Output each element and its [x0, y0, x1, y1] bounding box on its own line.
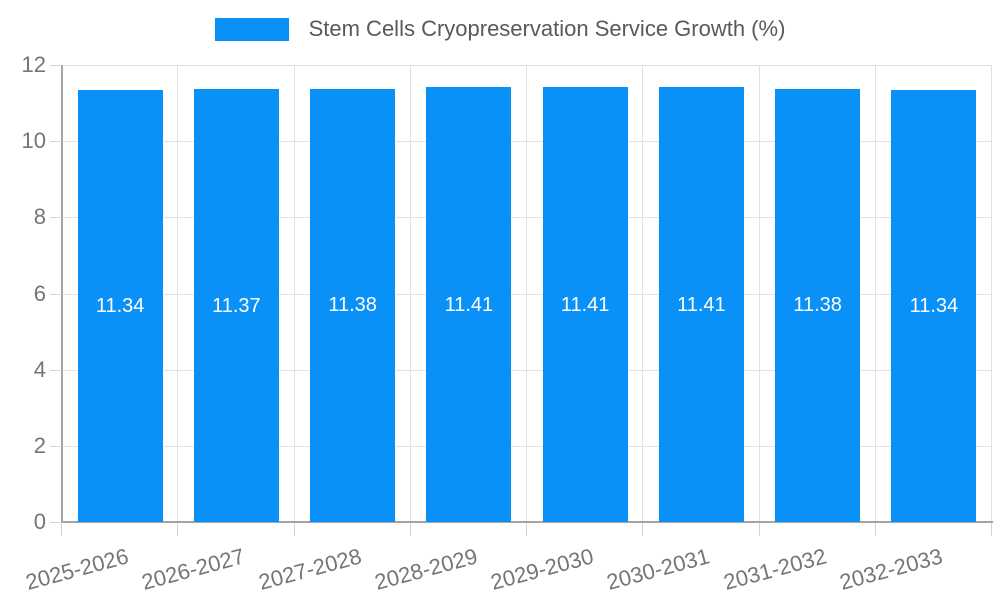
gridline-vertical — [526, 65, 527, 522]
bar-value-label: 11.41 — [444, 293, 494, 316]
y-axis-tick — [50, 217, 60, 219]
x-axis-tick — [61, 523, 62, 536]
bar-value-label: 11.41 — [677, 293, 726, 316]
y-axis-tick — [50, 369, 60, 371]
bar-value-label: 11.41 — [560, 293, 610, 316]
plot-area: 11.34 11.37 11.38 11.41 11.41 11.41 11.38 11.34 — [50, 65, 993, 536]
bar-value-label: 11.34 — [95, 295, 145, 318]
y-tick-label: 6 — [33, 280, 46, 306]
x-axis-tick — [874, 523, 876, 536]
y-axis-tick — [50, 65, 60, 66]
bar-value-label: 11.38 — [793, 294, 842, 317]
gridline-vertical — [991, 65, 992, 522]
y-tick-label: 4 — [33, 356, 46, 382]
gridline-horizontal — [62, 293, 992, 295]
bar[interactable]: 11.34 — [77, 90, 163, 522]
y-axis-tick — [50, 293, 60, 295]
x-axis-tick — [526, 523, 527, 536]
bar-value-label: 11.34 — [909, 295, 959, 318]
y-axis-tick — [50, 522, 60, 523]
gridline-horizontal — [62, 65, 992, 66]
gridline-vertical — [874, 65, 876, 522]
gridline-vertical — [642, 65, 644, 522]
x-axis-tick — [409, 523, 411, 536]
x-axis-tick — [758, 523, 760, 536]
gridline-horizontal — [62, 369, 992, 371]
bar-value-label: 11.38 — [328, 294, 377, 317]
x-axis-tick — [642, 523, 644, 536]
bar[interactable]: 11.41 — [658, 87, 744, 522]
bar[interactable]: 11.38 — [775, 88, 861, 522]
bar-value-label: 11.37 — [212, 294, 261, 317]
gridline-horizontal — [62, 445, 992, 447]
y-tick-label: 10 — [21, 128, 46, 154]
x-axis-line — [61, 521, 993, 523]
bar[interactable]: 11.34 — [891, 90, 977, 522]
x-axis-tick — [991, 523, 992, 536]
chart-legend[interactable]: Stem Cells Cryopreservation Service Grow… — [0, 16, 1000, 42]
y-tick-label: 12 — [21, 52, 46, 77]
gridline-horizontal — [62, 141, 992, 143]
x-axis-tick — [293, 523, 295, 536]
y-tick-label: 8 — [33, 204, 46, 230]
legend-label: Stem Cells Cryopreservation Service Grow… — [308, 16, 786, 41]
bar[interactable]: 11.38 — [310, 88, 396, 522]
gridline-horizontal — [62, 217, 992, 219]
y-axis-tick — [50, 445, 60, 447]
y-axis-line — [61, 65, 63, 522]
bar[interactable]: 11.41 — [542, 87, 628, 522]
bar[interactable]: 11.37 — [193, 89, 279, 522]
y-tick-label: 2 — [33, 432, 46, 458]
gridline-vertical — [293, 65, 295, 522]
bar[interactable]: 11.41 — [426, 87, 512, 522]
gridline-vertical — [409, 65, 411, 522]
y-tick-label: 0 — [33, 509, 46, 534]
y-axis-tick — [50, 141, 60, 143]
gridline-vertical — [177, 65, 179, 522]
legend-swatch-icon — [214, 17, 289, 41]
x-axis-tick — [177, 523, 179, 536]
gridline-vertical — [758, 65, 760, 522]
